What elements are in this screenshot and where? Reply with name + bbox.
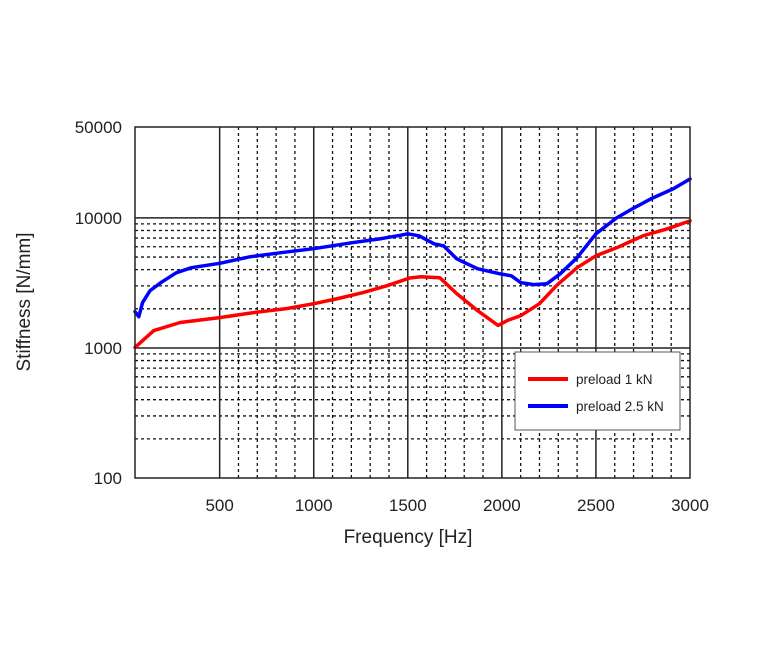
legend: preload 1 kN preload 2.5 kN	[514, 351, 681, 431]
y-tick-label: 50000	[75, 118, 122, 137]
x-tick-label: 500	[205, 496, 233, 515]
x-tick-label: 1000	[295, 496, 333, 515]
legend-box	[514, 351, 681, 431]
series-line-1	[133, 177, 692, 319]
x-tick-label: 1500	[389, 496, 427, 515]
y-tick-label: 100	[94, 469, 122, 488]
y-tick-label: 10000	[75, 209, 122, 228]
y-tick-label: 1000	[84, 339, 122, 358]
legend-label-preload-1kn: preload 1 kN	[576, 372, 653, 387]
y-tick-labels: 100 1000 10000 50000	[75, 118, 122, 488]
x-tick-label: 3000	[671, 496, 709, 515]
plot-frame	[134, 126, 691, 479]
x-tick-labels: 500 1000 1500 2000 2500 3000	[205, 496, 708, 515]
x-tick-label: 2500	[577, 496, 615, 515]
x-axis-label: Frequency [Hz]	[344, 527, 473, 548]
legend-label-preload-2-5kn: preload 2.5 kN	[576, 399, 664, 414]
y-axis-label: Stiffness [N/mm]	[14, 232, 35, 371]
series-line-0	[133, 219, 692, 350]
series-lines	[133, 177, 692, 350]
x-tick-label: 2000	[483, 496, 521, 515]
